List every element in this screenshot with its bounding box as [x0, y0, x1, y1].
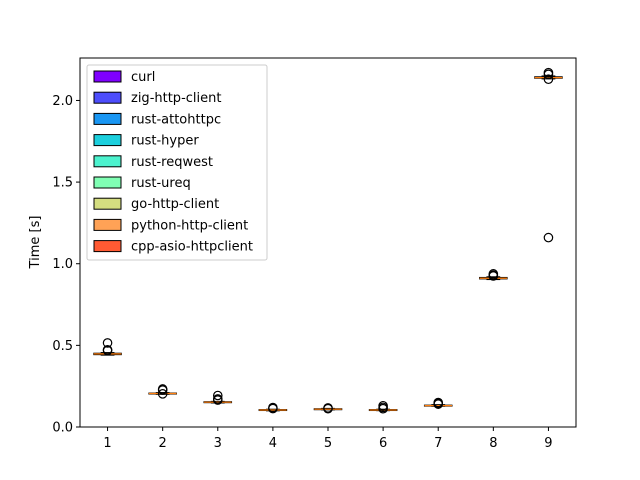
y-axis: 0.0 0.5 1.0 1.5 2.0 — [52, 94, 80, 436]
legend-swatch — [93, 112, 122, 125]
outlier-point — [378, 400, 388, 411]
legend-entry: rust-attohttpc — [93, 112, 221, 127]
outlier-point — [543, 74, 554, 85]
box-5 — [313, 407, 343, 411]
x-tick-label: 6 — [379, 436, 387, 451]
outlier-point — [543, 67, 554, 78]
y-tick-label: 0.0 — [52, 421, 73, 436]
legend-label: rust-attohttpc — [131, 112, 221, 127]
legend-entry: rust-reqwest — [93, 155, 213, 170]
legend-entry: go-http-client — [93, 197, 219, 212]
legend: curl zig-http-client rust-attohttpc rust-hy… — [86, 64, 268, 261]
legend-swatch — [93, 134, 122, 147]
legend-swatch — [93, 91, 122, 104]
legend-entry: curl — [93, 70, 155, 85]
x-tick-label: 4 — [269, 436, 277, 451]
outlier-point — [433, 397, 444, 408]
outlier-point — [157, 389, 168, 399]
legend-entry: zig-http-client — [93, 91, 221, 106]
outliers-layer — [102, 67, 554, 414]
legend-label: cpp-asio-httpclient — [131, 240, 253, 255]
outlier-point — [212, 394, 223, 404]
legend-label: go-http-client — [131, 197, 219, 212]
legend-swatch — [93, 70, 122, 83]
x-tick-label: 1 — [103, 436, 111, 451]
outlier-point — [488, 269, 499, 279]
legend-label: rust-ureq — [131, 176, 191, 191]
legend-swatch — [93, 176, 122, 189]
legend-swatch — [93, 240, 122, 253]
y-tick-label: 1.5 — [52, 176, 73, 191]
legend-entry: rust-ureq — [93, 176, 191, 191]
outlier-point — [102, 344, 113, 355]
outlier-point — [102, 338, 113, 348]
y-tick-label: 2.0 — [52, 94, 73, 109]
box-4 — [258, 408, 288, 412]
y-tick-label: 0.5 — [52, 339, 73, 354]
x-tick-label: 3 — [214, 436, 222, 451]
legend-label: rust-reqwest — [131, 155, 213, 170]
box-7 — [423, 404, 453, 407]
x-tick-label: 5 — [324, 436, 332, 451]
legend-swatch — [93, 155, 122, 168]
outlier-point — [157, 384, 168, 394]
x-axis: 1 2 3 4 5 6 7 8 9 — [103, 427, 553, 451]
x-tick-label: 7 — [434, 436, 442, 451]
y-tick-label: 1.0 — [52, 257, 73, 272]
x-tick-label: 8 — [489, 436, 497, 451]
y-axis-label: Time [s] — [28, 216, 43, 270]
legend-label: python-http-client — [131, 218, 248, 233]
legend-swatch — [93, 197, 122, 210]
legend-swatch — [93, 218, 122, 231]
legend-entry: cpp-asio-httpclient — [93, 240, 253, 255]
legend-label: curl — [131, 70, 155, 85]
legend-label: zig-http-client — [131, 91, 221, 106]
outlier-point — [323, 403, 333, 413]
outlier-point — [212, 390, 223, 401]
x-tick-label: 2 — [159, 436, 167, 451]
outlier-point — [268, 402, 278, 413]
outlier-point — [543, 232, 554, 243]
x-tick-label: 9 — [544, 436, 552, 451]
legend-frame — [86, 64, 268, 261]
legend-label: rust-hyper — [131, 134, 199, 149]
legend-entry: python-http-client — [93, 218, 248, 233]
legend-entry: rust-hyper — [93, 134, 199, 149]
